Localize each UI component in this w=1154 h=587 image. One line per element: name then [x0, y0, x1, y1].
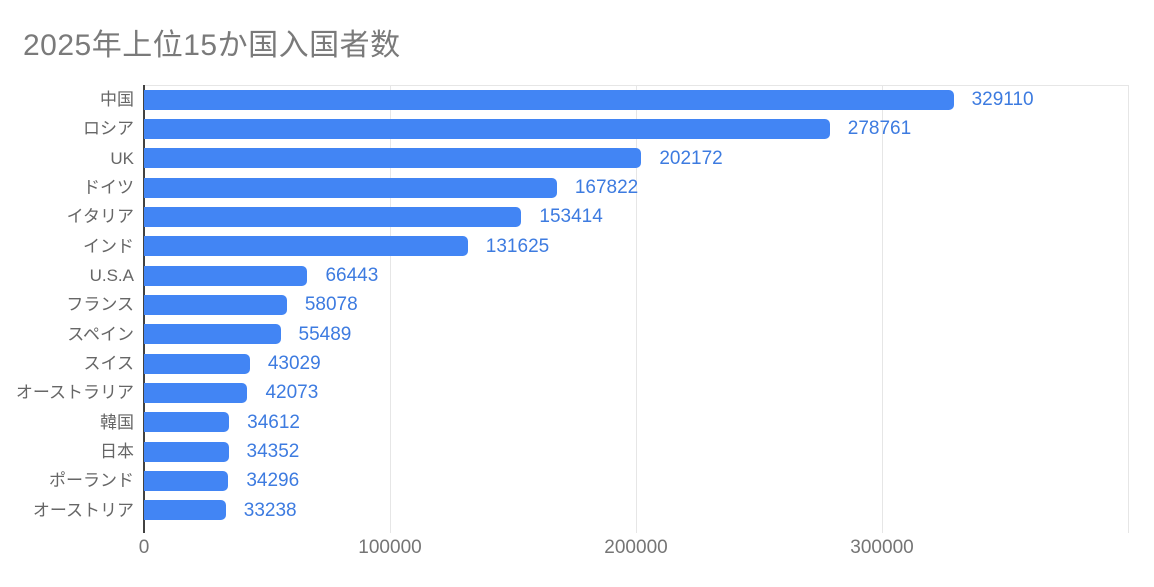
bar-イタリア	[144, 206, 522, 227]
category-label: インド	[83, 236, 134, 256]
category-label: スイス	[83, 354, 135, 373]
category-label: オーストラリア	[15, 383, 134, 403]
value-label: 34612	[247, 411, 300, 433]
bar-row: 34296 ポーランド	[49, 466, 1128, 495]
bar-row: 202172 UK	[110, 144, 1128, 173]
category-label: イタリア	[66, 207, 134, 227]
x-tick-label-0: 0	[138, 537, 150, 558]
bar-フランス	[144, 294, 287, 315]
value-label: 34352	[246, 441, 300, 462]
x-tick-label-100000: 100000	[358, 537, 422, 558]
category-label: ロシア	[83, 119, 134, 139]
bar-row: 153414 イタリア	[67, 202, 1128, 231]
category-label: 中国	[100, 90, 134, 109]
bar-インド	[144, 236, 468, 257]
value-label: 202172	[659, 147, 723, 169]
value-label: 33238	[243, 499, 297, 521]
value-label: 55489	[298, 323, 352, 345]
value-label: 167822	[574, 177, 639, 198]
bar-row: 55489 スペイン	[67, 320, 1128, 349]
category-label: UK	[110, 148, 134, 168]
value-label: 66443	[325, 265, 379, 286]
bar-日本	[144, 441, 229, 462]
value-label: 43029	[267, 353, 321, 374]
x-tick-label-200000: 200000	[604, 537, 668, 558]
bar-オーストラリア	[144, 382, 248, 403]
bar-ロシア	[144, 118, 830, 139]
value-label: 329110	[971, 89, 1034, 110]
bar-ドイツ	[144, 177, 557, 198]
category-label: ポーランド	[49, 471, 134, 491]
bar-row: 278761 ロシア	[83, 114, 1128, 143]
bar-オーストリア	[144, 500, 226, 521]
gridline-300000	[882, 85, 883, 533]
chart-title: 2025年上位15か国入国者数	[23, 29, 401, 62]
category-label: スペイン	[67, 324, 134, 344]
value-label: 58078	[304, 294, 358, 316]
value-label: 153414	[539, 206, 603, 228]
bar-row: 329110 中国	[100, 85, 1128, 114]
bar-U.S.A	[144, 265, 308, 286]
bar-UK	[144, 148, 642, 169]
category-label: 韓国	[100, 412, 134, 432]
bar-row: 58078 フランス	[66, 290, 1128, 319]
category-label: U.S.A	[89, 266, 134, 285]
value-label: 131625	[485, 235, 550, 257]
bar-row: 167822 ドイツ	[83, 173, 1128, 202]
bar-中国	[144, 89, 954, 110]
plot-area: 329110 中国 278761 ロシア 202172 UK 167822 ドイツ 153414…	[16, 85, 1129, 533]
bar-韓国	[144, 412, 230, 433]
category-label: 日本	[100, 442, 134, 461]
bar-row: 131625 インド	[83, 232, 1128, 261]
gridline-400000	[1128, 85, 1129, 533]
bar-row: 34612 韓国	[100, 408, 1128, 437]
category-label: オーストリア	[32, 500, 134, 520]
bar-row: 43029 スイス	[84, 349, 1128, 378]
bar-ポーランド	[144, 470, 229, 491]
value-label: 34296	[246, 470, 300, 492]
gridline-100000	[390, 85, 391, 533]
x-tick-label-300000: 300000	[850, 537, 914, 558]
value-label: 278761	[847, 118, 912, 140]
bar-スイス	[144, 353, 250, 374]
gridline-200000	[636, 85, 637, 533]
bar-スペイン	[144, 324, 281, 345]
bar-row: 66443 U.S.A	[90, 261, 1128, 290]
category-label: ドイツ	[83, 178, 134, 197]
bar-row: 33238 オーストリア	[33, 496, 1128, 525]
bar-row: 42073 オーストラリア	[16, 378, 1128, 407]
category-label: フランス	[66, 295, 134, 315]
value-label: 42073	[265, 382, 319, 404]
bar-row: 34352 日本	[100, 437, 1128, 466]
